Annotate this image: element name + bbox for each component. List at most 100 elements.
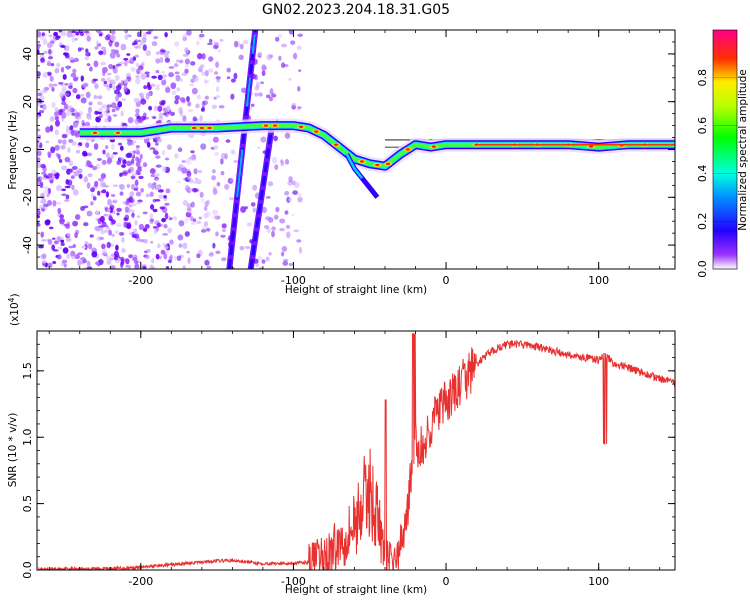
noise-dot [178, 106, 183, 114]
noise-dot [297, 33, 304, 38]
noise-dot [39, 104, 44, 108]
noise-dot [86, 266, 93, 269]
spectrogram-ytick-label: -40 [21, 236, 34, 254]
snr-ytick-label: 1.0 [21, 428, 34, 446]
noise-dot [257, 51, 263, 57]
noise-dot [216, 78, 221, 83]
noise-dot [296, 45, 302, 51]
noise-dot [202, 100, 209, 106]
noise-dot [192, 180, 199, 184]
noise-dot [46, 193, 50, 198]
snr-ytick-label: 1.5 [21, 362, 34, 380]
noise-dot [208, 56, 214, 62]
noise-dot [112, 113, 118, 117]
noise-dot [177, 147, 183, 153]
noise-dot [99, 236, 105, 240]
noise-dot [127, 265, 132, 269]
noise-dot [115, 63, 122, 67]
noise-dot [86, 35, 91, 42]
noise-dot [51, 101, 56, 109]
noise-dot [106, 241, 111, 249]
noise-dot [181, 72, 188, 77]
noise-dot [70, 175, 75, 179]
noise-dot [59, 214, 65, 219]
noise-dot [177, 180, 181, 184]
noise-dot [63, 223, 69, 227]
noise-dot [72, 189, 79, 196]
noise-dot [182, 36, 188, 41]
noise-dot [268, 96, 274, 102]
noise-dot [155, 164, 162, 168]
noise-dot [82, 258, 87, 264]
noise-dot [45, 140, 50, 144]
noise-dot [107, 115, 112, 123]
noise-dot [154, 173, 160, 177]
noise-dot [215, 250, 221, 255]
noise-dot [163, 195, 167, 199]
noise-dot [161, 79, 167, 86]
noise-dot [230, 78, 236, 83]
noise-dot [130, 198, 135, 203]
noise-dot [102, 109, 109, 116]
noise-dot [196, 53, 203, 60]
noise-dot [92, 196, 97, 201]
noise-dot [132, 140, 137, 144]
noise-dot [182, 265, 186, 269]
noise-dot [47, 151, 52, 157]
noise-dot [138, 92, 144, 98]
noise-dot [163, 252, 168, 260]
snr-panel: -200 -100 0 100 0.0 0.5 1.0 1.5 Height of strai… [7, 293, 676, 596]
colorbar-tick-label: 0.6 [696, 117, 709, 135]
noise-dot [132, 256, 138, 262]
figure-title: GN02.2023.204.18.31.G05 [262, 2, 450, 18]
noise-dot [152, 208, 158, 213]
noise-dot [174, 41, 180, 47]
snr-ticks: -200 -100 0 100 0.0 0.5 1.0 1.5 [21, 331, 675, 588]
noise-dot [124, 206, 129, 213]
noise-dot [220, 152, 227, 159]
noise-dot [261, 64, 266, 71]
noise-dot [190, 78, 195, 83]
noise-dot [67, 105, 73, 108]
noise-dot [157, 74, 163, 81]
noise-dot [50, 146, 56, 154]
noise-dot [154, 84, 161, 88]
noise-dot [97, 190, 101, 196]
noise-dot [110, 79, 116, 85]
noise-dot [184, 185, 190, 192]
noise-dot [252, 184, 258, 191]
noise-dot [158, 112, 164, 119]
ridge-hotspot-core [115, 131, 121, 134]
noise-dot [165, 87, 171, 93]
noise-dot [64, 199, 70, 202]
noise-dot [206, 42, 213, 46]
noise-dot [120, 110, 124, 117]
noise-dot [73, 77, 79, 82]
noise-dot [298, 246, 303, 254]
noise-dot [40, 163, 46, 169]
noise-dot [83, 222, 89, 227]
noise-dot [181, 99, 186, 104]
noise-dot [263, 225, 270, 229]
noise-dot [84, 57, 90, 60]
noise-dot [74, 37, 78, 41]
noise-dot [218, 105, 225, 109]
noise-dot [100, 61, 107, 66]
noise-dot [171, 90, 177, 95]
noise-dot [91, 251, 98, 258]
noise-dot [66, 110, 71, 117]
noise-dot [239, 43, 244, 50]
noise-dot [284, 158, 290, 165]
noise-dot [108, 40, 113, 47]
ridge-hotspot-core [314, 130, 319, 133]
noise-dot [155, 142, 159, 146]
noise-dot [63, 52, 68, 56]
noise-dot [97, 177, 104, 182]
noise-dot [144, 254, 150, 260]
noise-dot [220, 158, 224, 165]
noise-dot [126, 53, 131, 56]
noise-dot [135, 186, 139, 192]
noise-dot [66, 65, 70, 70]
noise-dot [184, 63, 189, 68]
noise-dot [74, 121, 80, 126]
